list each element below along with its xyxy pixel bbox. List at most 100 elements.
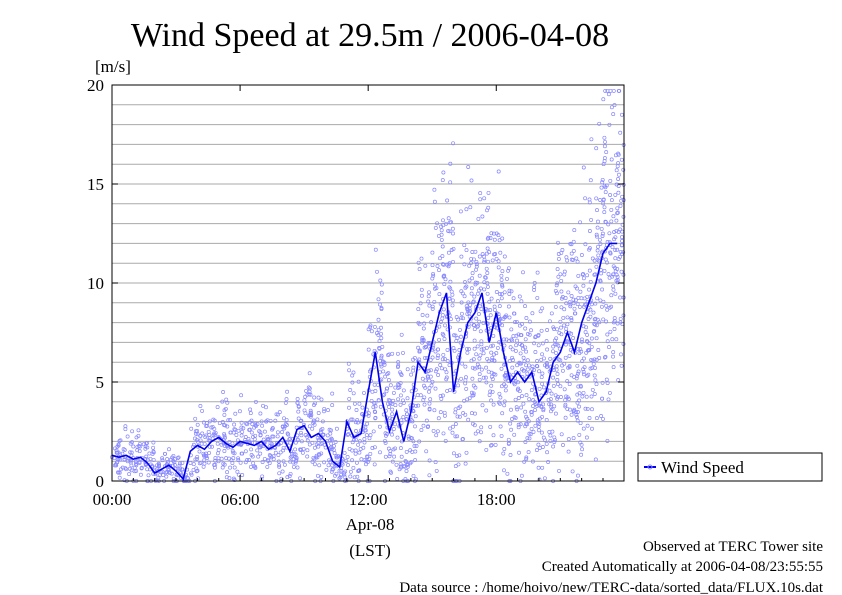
scatter-point xyxy=(205,423,210,428)
scatter-point xyxy=(499,292,504,297)
scatter-point xyxy=(610,274,615,279)
scatter-point xyxy=(587,416,592,420)
scatter-point xyxy=(465,311,470,316)
scatter-point xyxy=(497,304,502,309)
scatter-point xyxy=(451,259,455,264)
scatter-point xyxy=(351,370,356,375)
scatter-point xyxy=(355,474,360,479)
scatter-point xyxy=(582,304,586,309)
series-line-layer xyxy=(111,242,618,481)
scatter-point xyxy=(450,226,455,231)
scatter-point xyxy=(519,299,524,304)
scatter-point xyxy=(473,280,478,285)
scatter-point xyxy=(578,289,583,294)
scatter-point xyxy=(510,417,514,421)
scatter-point xyxy=(180,467,185,472)
scatter-point xyxy=(491,333,496,338)
scatter-point xyxy=(316,395,321,400)
scatter-point xyxy=(495,299,500,304)
scatter-point xyxy=(603,220,608,225)
scatter-point xyxy=(430,379,435,384)
scatter-point xyxy=(613,192,618,197)
scatter-point xyxy=(395,435,400,440)
scatter-point xyxy=(405,367,410,372)
scatter-point xyxy=(487,393,492,397)
scatter-point xyxy=(459,376,464,381)
scatter-point xyxy=(596,253,601,258)
scatter-point xyxy=(299,433,304,438)
scatter-point xyxy=(447,296,452,301)
scatter-point xyxy=(219,456,224,461)
scatter-point xyxy=(551,444,556,449)
scatter-point xyxy=(544,441,549,446)
scatter-point xyxy=(464,346,469,351)
scatter-point xyxy=(549,311,554,316)
scatter-point xyxy=(356,379,361,384)
scatter-point xyxy=(589,336,594,341)
scatter-point xyxy=(249,430,254,435)
scatter-point xyxy=(440,244,445,249)
scatter-point xyxy=(210,424,215,429)
scatter-point xyxy=(490,377,495,382)
scatter-point xyxy=(383,454,388,459)
scatter-point xyxy=(161,473,166,478)
scatter-point xyxy=(500,236,505,241)
scatter-point xyxy=(354,408,359,412)
scatter-point xyxy=(618,203,623,208)
scatter-point xyxy=(138,472,143,477)
scatter-point xyxy=(475,291,480,296)
scatter-point xyxy=(334,426,339,431)
scatter-point xyxy=(195,422,200,427)
scatter-point xyxy=(302,398,307,403)
scatter-point xyxy=(576,347,581,352)
x-axis-label: (LST) xyxy=(349,541,391,560)
scatter-point xyxy=(128,450,133,455)
gridlines xyxy=(112,104,624,462)
scatter-point xyxy=(369,398,374,403)
scatter-point xyxy=(232,422,237,427)
scatter-point xyxy=(313,401,318,406)
scatter-point xyxy=(439,228,444,233)
scatter-point xyxy=(319,475,324,479)
scatter-point xyxy=(441,218,445,223)
scatter-point xyxy=(178,471,183,476)
scatter-point xyxy=(379,325,383,330)
scatter-point xyxy=(376,327,381,332)
scatter-point xyxy=(581,165,586,170)
scatter-point xyxy=(210,444,214,449)
scatter-point xyxy=(276,412,280,417)
scatter-point xyxy=(459,315,464,320)
scatter-point xyxy=(520,322,524,326)
scatter-point xyxy=(472,338,477,343)
scatter-point xyxy=(411,439,416,444)
scatter-point xyxy=(595,208,599,213)
scatter-point xyxy=(491,372,496,376)
scatter-point xyxy=(326,408,330,413)
scatter-point xyxy=(450,298,455,303)
scatter-point xyxy=(339,466,344,471)
scatter-point xyxy=(306,385,311,390)
scatter-point xyxy=(559,332,564,337)
scatter-point xyxy=(340,462,345,467)
scatter-point xyxy=(548,438,553,443)
scatter-point xyxy=(431,428,436,433)
scatter-point xyxy=(605,381,610,385)
scatter-point xyxy=(601,299,606,304)
scatter-point xyxy=(333,440,338,444)
scatter-point xyxy=(440,262,445,267)
y-tick-label: 5 xyxy=(96,373,105,392)
scatter-point xyxy=(498,395,503,400)
scatter-point xyxy=(373,247,378,252)
scatter-point xyxy=(379,282,384,287)
scatter-point xyxy=(551,383,556,388)
scatter-point xyxy=(558,384,563,389)
scatter-point xyxy=(453,333,458,338)
scatter-point xyxy=(534,448,539,453)
scatter-point xyxy=(268,454,273,458)
scatter-point xyxy=(435,356,440,360)
scatter-point xyxy=(390,351,395,356)
scatter-point xyxy=(621,167,626,172)
scatter-point xyxy=(388,416,393,421)
scatter-point xyxy=(426,424,431,429)
scatter-point xyxy=(578,220,583,225)
